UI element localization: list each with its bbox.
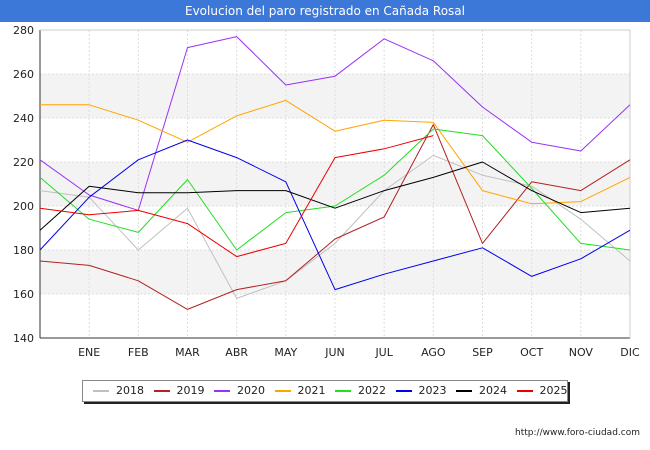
y-tick-label: 280 [13, 24, 34, 37]
series-line-2023 [39, 139, 631, 291]
x-tick-label: MAR [175, 346, 200, 359]
x-tick-label: FEB [128, 346, 149, 359]
x-tick-label: ABR [225, 346, 248, 359]
series-line-2024 [39, 161, 631, 231]
legend-label: 2018 [116, 384, 144, 397]
x-tick-label: ENE [78, 346, 100, 359]
legend-swatch [153, 390, 170, 392]
x-tick-label: JUL [374, 346, 393, 359]
series-lines [39, 36, 631, 310]
legend-label: 2024 [479, 384, 507, 397]
x-tick-label: OCT [520, 346, 543, 359]
legend-swatch [516, 390, 533, 392]
title-bar [0, 0, 650, 22]
series-line-2021 [40, 99, 631, 205]
y-tick-label: 260 [13, 68, 34, 81]
legend-swatch [395, 390, 412, 392]
x-tick-label: NOV [569, 346, 594, 359]
legend-swatch [335, 390, 351, 392]
series-line-2022 [39, 128, 631, 251]
y-axis-tick-labels: 140 160 180 200 220 240 260 280 [13, 24, 34, 345]
y-tick-label: 140 [13, 332, 34, 345]
legend-swatch [93, 390, 109, 392]
series-line-2019 [39, 124, 631, 310]
legend-swatch [214, 390, 230, 392]
series-line-2025 [39, 135, 434, 258]
chart-title: Evolucion del paro registrado en Cañada … [185, 4, 465, 18]
x-tick-label: AGO [421, 346, 446, 359]
y-tick-label: 220 [13, 156, 34, 169]
x-tick-label: DIC [620, 346, 640, 359]
y-tick-label: 200 [13, 200, 34, 213]
y-tick-label: 180 [13, 244, 34, 257]
legend-label: 2022 [358, 384, 386, 397]
legend-label: 2021 [297, 384, 326, 397]
legend-label: 2025 [539, 384, 568, 397]
legend-swatch [274, 390, 291, 392]
legend-label: 2023 [418, 384, 447, 397]
x-tick-label: SEP [472, 346, 493, 359]
y-tick-label: 160 [13, 288, 34, 301]
source-url: http://www.foro-ciudad.com [515, 428, 640, 438]
x-tick-label: JUN [324, 346, 345, 359]
x-tick-label: MAY [274, 346, 297, 359]
series-line-2018 [39, 154, 631, 299]
y-tick-label: 240 [13, 112, 34, 125]
legend-label: 2020 [237, 384, 265, 397]
legend: 2018 2019 2020 2021 2022 2023 2024 2025 [82, 380, 568, 402]
axes [39, 29, 631, 339]
x-axis-tick-labels: ENE FEB MAR ABR MAY JUN JUL AGO SEP OCT NOV DIC [78, 346, 640, 359]
legend-swatch [456, 390, 472, 392]
legend-label: 2019 [176, 384, 205, 397]
